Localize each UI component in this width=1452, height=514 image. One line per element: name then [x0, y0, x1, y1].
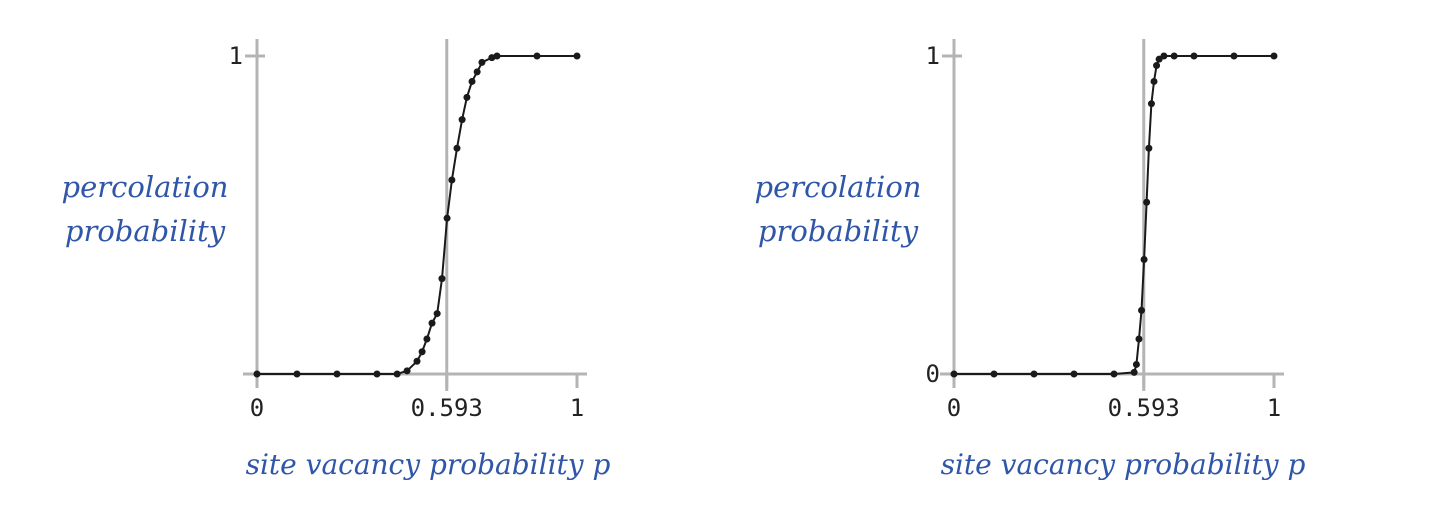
- data-point: [473, 68, 481, 76]
- data-point: [478, 58, 486, 66]
- y-axis-label-line2: probability: [758, 214, 919, 248]
- data-point: [468, 77, 476, 85]
- data-point: [403, 367, 411, 375]
- data-point: [418, 348, 426, 356]
- data-point: [293, 370, 301, 378]
- series-line: [954, 55, 1274, 375]
- x-tick-label: 0: [250, 394, 264, 422]
- y-axis-label-line1: percolation: [62, 170, 229, 204]
- data-point: [333, 370, 341, 378]
- data-point: [1147, 100, 1155, 108]
- y-tick-label: 1: [229, 42, 243, 70]
- y-axis-label-line1: percolation: [755, 170, 922, 204]
- data-point: [1130, 368, 1138, 376]
- x-axis-label: site vacancy probability p: [941, 448, 1306, 481]
- data-point: [1135, 335, 1143, 343]
- data-point: [533, 52, 541, 60]
- data-point: [573, 52, 581, 60]
- data-point: [453, 144, 461, 152]
- data-point: [423, 335, 431, 343]
- data-point: [1070, 370, 1078, 378]
- data-point: [493, 52, 501, 60]
- data-point: [1145, 144, 1153, 152]
- data-point: [1143, 198, 1151, 206]
- data-point: [253, 370, 261, 378]
- x-tick-label: 1: [1267, 394, 1281, 422]
- x-axis-label: site vacancy probability p: [246, 448, 611, 481]
- y-axis-label-line2: probability: [65, 214, 226, 248]
- data-point: [1150, 77, 1158, 85]
- x-tick-label: 0.593: [411, 394, 483, 422]
- data-point: [393, 370, 401, 378]
- data-point: [990, 370, 998, 378]
- data-point: [1230, 52, 1238, 60]
- data-point: [448, 176, 456, 184]
- data-point: [413, 357, 421, 365]
- data-point: [438, 275, 446, 283]
- y-tick-label: 1: [926, 42, 940, 70]
- data-point: [1270, 52, 1278, 60]
- data-point: [1153, 62, 1161, 70]
- y-tick-label: 0: [926, 360, 940, 388]
- data-point: [1190, 52, 1198, 60]
- data-point: [373, 370, 381, 378]
- data-point: [1138, 306, 1146, 314]
- chart-panel-n-small: 1 0 0.593 1 percolation probability site vacan…: [62, 39, 611, 481]
- x-tick-label: 0: [947, 394, 961, 422]
- data-point: [1140, 256, 1148, 264]
- data-point: [1170, 52, 1178, 60]
- data-point: [1132, 360, 1140, 368]
- data-point: [950, 370, 958, 378]
- series-line: [257, 55, 577, 375]
- x-tick-label: 0.593: [1108, 394, 1180, 422]
- data-point: [433, 310, 441, 318]
- data-point: [428, 319, 436, 327]
- data-point: [1030, 370, 1038, 378]
- data-point: [1110, 370, 1118, 378]
- data-point: [1160, 52, 1168, 60]
- data-point: [463, 93, 471, 101]
- x-tick-label: 1: [570, 394, 584, 422]
- data-point: [443, 214, 451, 222]
- chart-panel-n-large: 0 1 0 0.593 1 percolation probability site vaca…: [755, 39, 1306, 481]
- data-point: [458, 116, 466, 124]
